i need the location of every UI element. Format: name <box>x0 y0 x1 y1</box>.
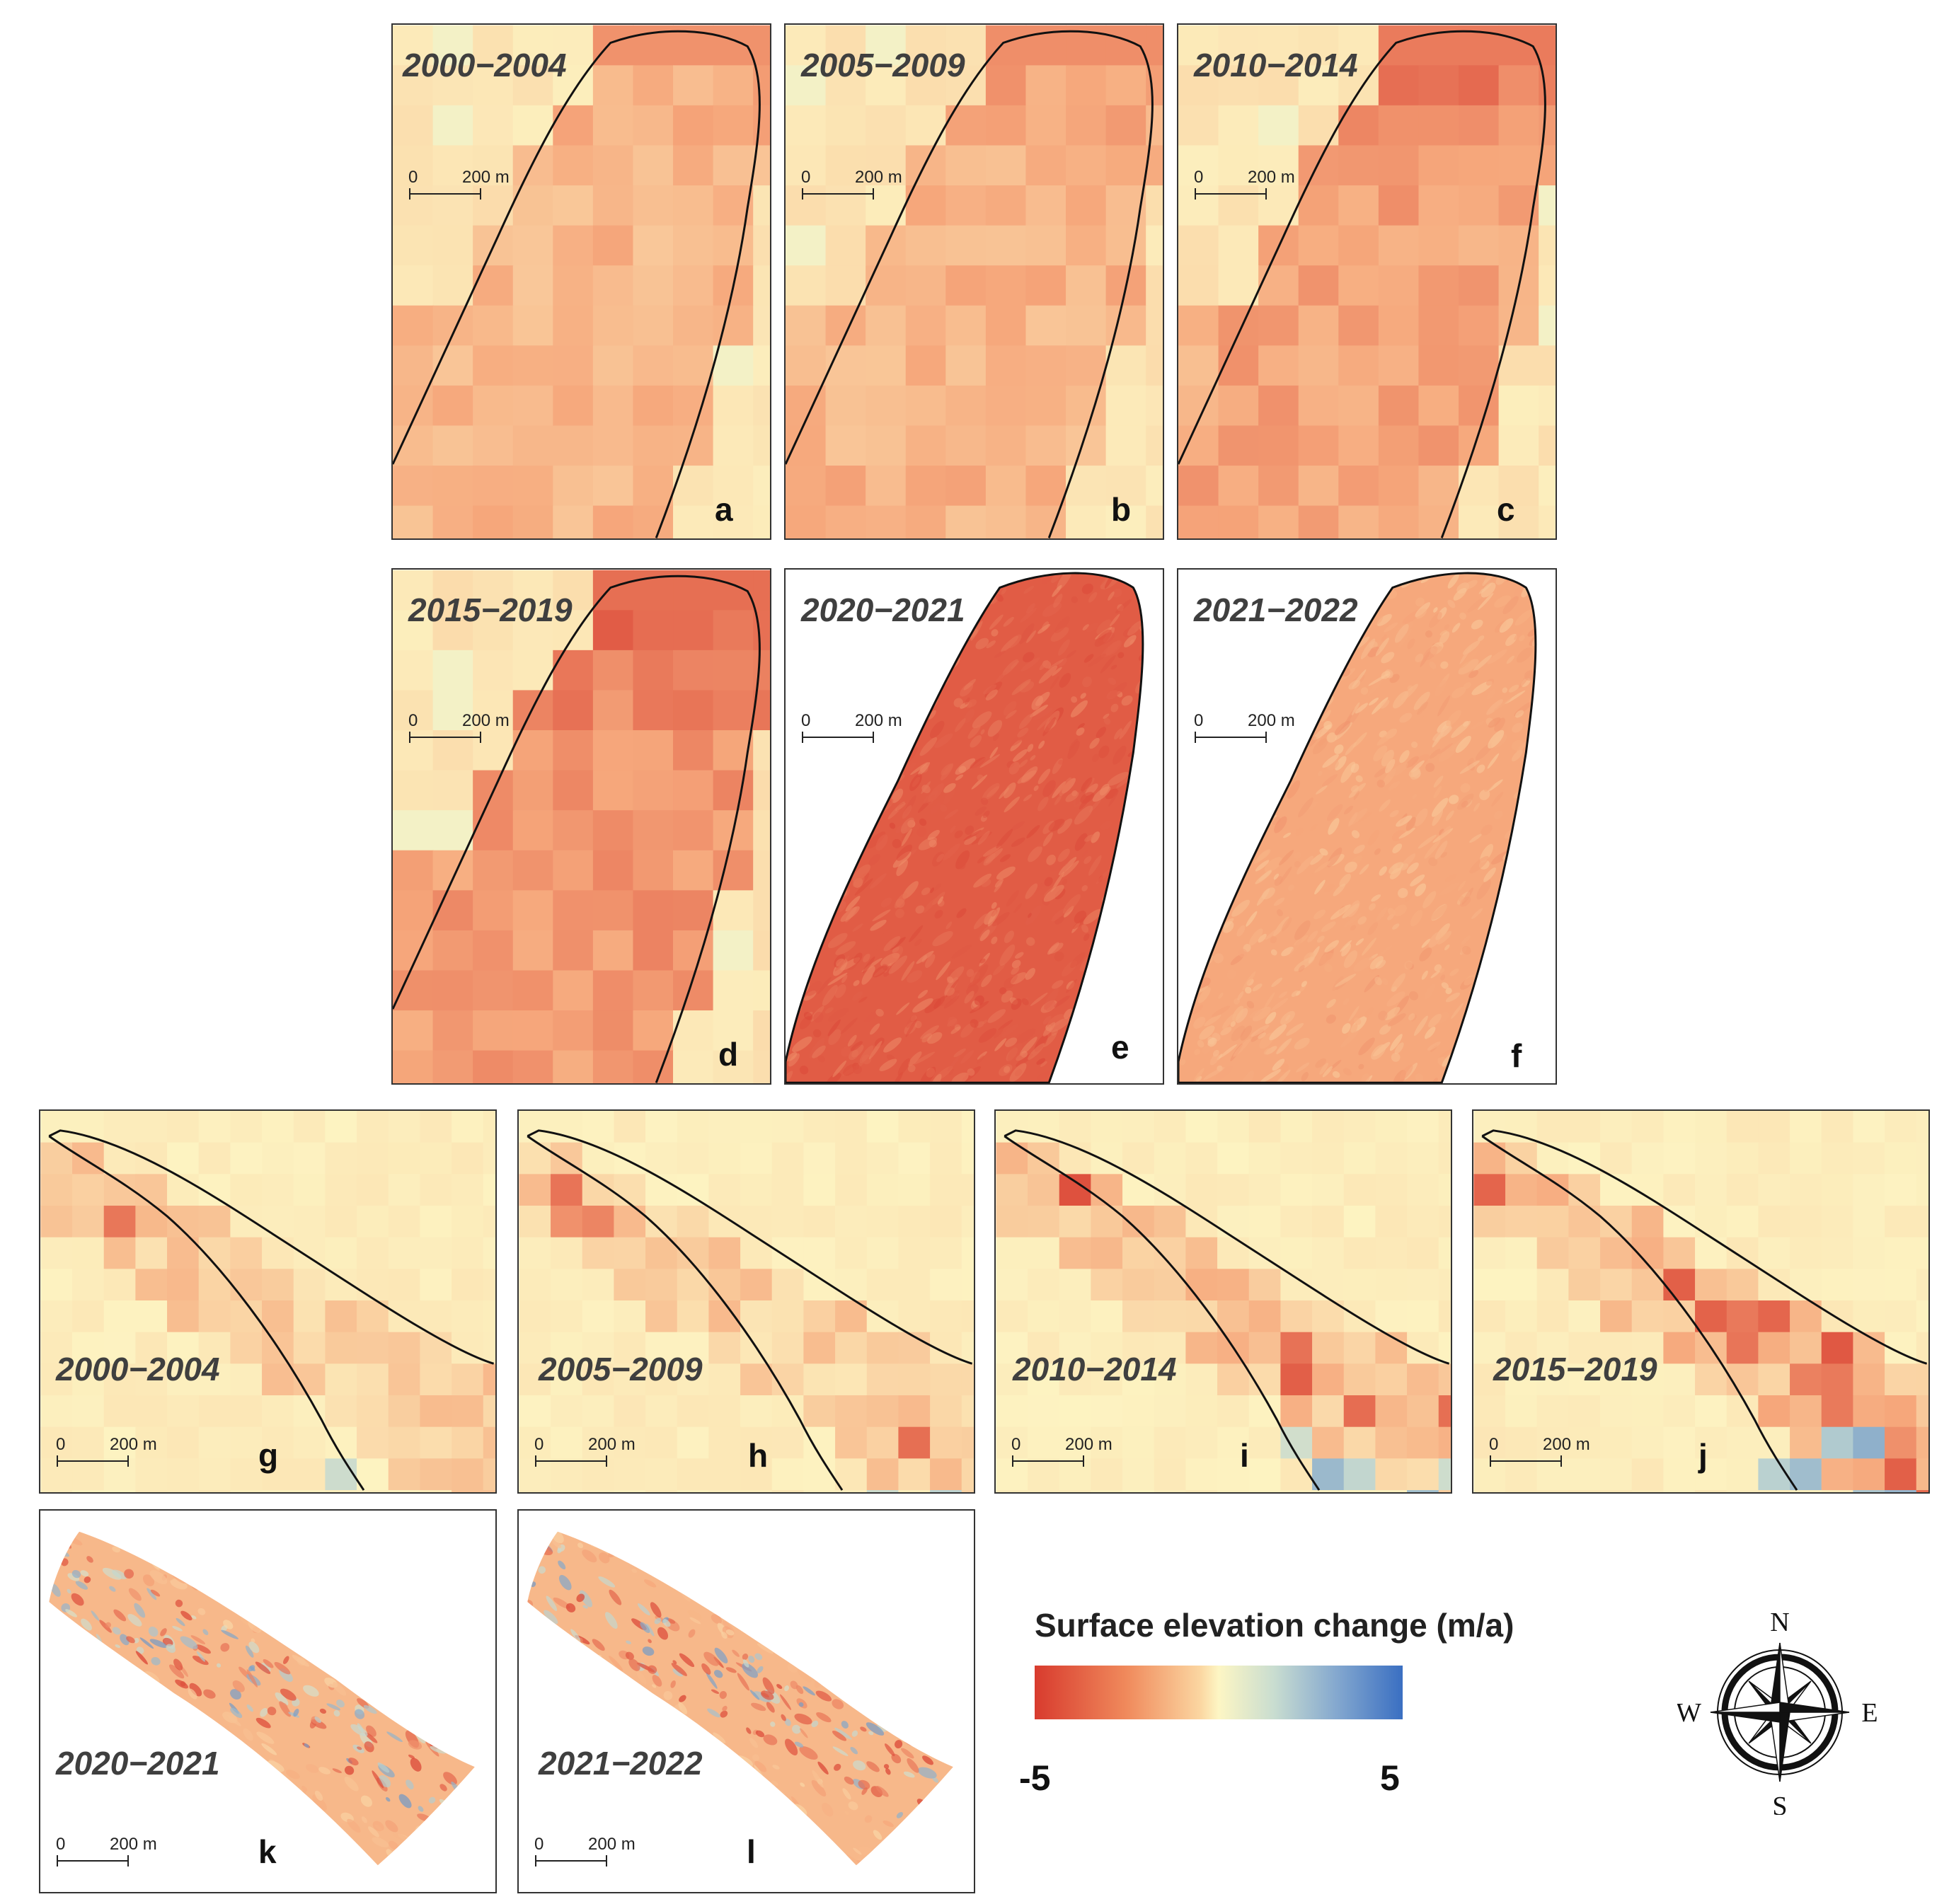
elevation-raster-map <box>1178 25 1556 538</box>
scale-distance-label: 200 m <box>588 1435 636 1454</box>
map-panel-e: 2020−2021 0 200 m e <box>784 568 1164 1085</box>
legend-title: Surface elevation change (m/a) <box>1035 1607 1514 1644</box>
map-panel-b: 2005−2009 0 200 m b <box>784 23 1164 540</box>
elevation-change-detail-map <box>1178 572 1537 1083</box>
period-label: 2000−2004 <box>403 47 567 83</box>
panel-letter: c <box>1497 491 1515 528</box>
map-panel-k: 2020−2021 0 200 m k <box>39 1509 497 1893</box>
scale-distance-label: 200 m <box>1543 1435 1590 1454</box>
elevation-change-detail-map <box>786 572 1144 1083</box>
elevation-change-detail-map <box>527 1531 953 1866</box>
scale-bar: 0 200 m <box>1194 168 1295 200</box>
scale-distance-label: 200 m <box>1248 168 1295 187</box>
scale-bar: 0 200 m <box>56 1435 157 1467</box>
scale-bar: 0 200 m <box>801 711 902 743</box>
map-panel-h: 2005−2009 0 200 m h <box>517 1109 975 1494</box>
compass-rose-icon: N S E W <box>1677 1610 1878 1815</box>
period-label: 2020−2021 <box>801 592 965 628</box>
compass-e-label: E <box>1861 1698 1878 1728</box>
elevation-raster-map <box>40 1111 495 1492</box>
period-label: 2000−2004 <box>56 1351 220 1387</box>
scale-bar: 0 200 m <box>534 1835 636 1867</box>
scale-distance-label: 200 m <box>462 168 510 187</box>
map-panel-i: 2010−2014 0 200 m i <box>994 1109 1452 1494</box>
scale-distance-label: 200 m <box>1248 711 1295 730</box>
scale-bar: 0 200 m <box>1489 1435 1590 1467</box>
scale-zero-label: 0 <box>534 1835 544 1854</box>
panel-letter: h <box>748 1437 769 1474</box>
scale-bar: 0 200 m <box>1011 1435 1113 1467</box>
panel-letter: d <box>718 1036 739 1073</box>
scale-zero-label: 0 <box>801 711 811 730</box>
panel-letter: f <box>1511 1037 1522 1074</box>
map-panel-g: 2000−2004 0 200 m g <box>39 1109 497 1494</box>
map-panel-f: 2021−2022 0 200 m f <box>1177 568 1557 1085</box>
period-label: 2010−2014 <box>1013 1351 1177 1387</box>
elevation-raster-map <box>786 25 1163 538</box>
elevation-change-detail-map <box>49 1531 475 1866</box>
scale-zero-label: 0 <box>408 711 418 730</box>
period-label: 2005−2009 <box>801 47 965 83</box>
scale-distance-label: 200 m <box>855 711 902 730</box>
compass-n-label: N <box>1770 1610 1789 1637</box>
panel-letter: a <box>715 491 733 528</box>
period-label: 2021−2022 <box>1194 592 1358 628</box>
elevation-raster-map <box>996 1111 1451 1492</box>
map-panel-c: 2010−2014 0 200 m c <box>1177 23 1557 540</box>
panel-letter: k <box>258 1833 277 1870</box>
elevation-raster-map <box>393 25 770 538</box>
period-label: 2015−2019 <box>408 592 573 628</box>
scale-zero-label: 0 <box>56 1435 66 1454</box>
scale-bar: 0 200 m <box>1194 711 1295 743</box>
scale-zero-label: 0 <box>1194 168 1204 187</box>
scale-zero-label: 0 <box>534 1435 544 1454</box>
scale-bar: 0 200 m <box>534 1435 636 1467</box>
scale-distance-label: 200 m <box>588 1835 636 1854</box>
map-panel-l: 2021−2022 0 200 m l <box>517 1509 975 1893</box>
legend-min-label: -5 <box>1019 1758 1051 1798</box>
period-label: 2020−2021 <box>56 1745 220 1782</box>
scale-zero-label: 0 <box>1194 711 1204 730</box>
panel-letter: g <box>258 1437 279 1474</box>
period-label: 2015−2019 <box>1493 1351 1657 1387</box>
elevation-raster-map <box>519 1111 974 1492</box>
map-panel-j: 2015−2019 0 200 m j <box>1472 1109 1930 1494</box>
scale-bar: 0 200 m <box>56 1835 157 1867</box>
scale-zero-label: 0 <box>801 168 811 187</box>
panel-letter: i <box>1240 1437 1249 1474</box>
period-label: 2005−2009 <box>539 1351 703 1387</box>
scale-bar: 0 200 m <box>801 168 902 200</box>
compass-s-label: S <box>1772 1792 1787 1815</box>
scale-distance-label: 200 m <box>855 168 902 187</box>
panel-letter: e <box>1111 1029 1129 1066</box>
scale-distance-label: 200 m <box>110 1835 157 1854</box>
panel-letter: l <box>747 1833 756 1870</box>
scale-zero-label: 0 <box>1489 1435 1499 1454</box>
map-panel-d: 2015−2019 0 200 m d <box>391 568 771 1085</box>
scale-bar: 0 200 m <box>408 168 510 200</box>
legend-color-ramp <box>1035 1666 1403 1719</box>
panel-letter: j <box>1698 1437 1708 1474</box>
map-panel-a: 2000−2004 0 200 m a <box>391 23 771 540</box>
elevation-raster-map <box>1473 1111 1928 1492</box>
scale-distance-label: 200 m <box>1065 1435 1113 1454</box>
panel-letter: b <box>1111 491 1132 528</box>
period-label: 2010−2014 <box>1194 47 1358 83</box>
compass-w-label: W <box>1677 1698 1701 1728</box>
scale-zero-label: 0 <box>1011 1435 1021 1454</box>
scale-distance-label: 200 m <box>110 1435 157 1454</box>
scale-zero-label: 0 <box>408 168 418 187</box>
period-label: 2021−2022 <box>539 1745 703 1782</box>
legend-max-label: 5 <box>1380 1758 1400 1798</box>
elevation-raster-map <box>393 570 770 1083</box>
scale-distance-label: 200 m <box>462 711 510 730</box>
scale-zero-label: 0 <box>56 1835 66 1854</box>
scale-bar: 0 200 m <box>408 711 510 743</box>
